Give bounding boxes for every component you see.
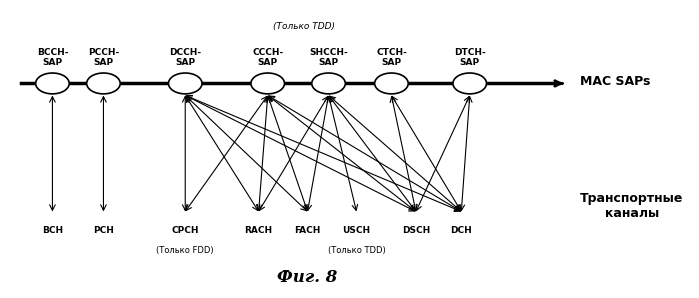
Text: DCH: DCH bbox=[450, 226, 473, 235]
Text: DTCH-
SAP: DTCH- SAP bbox=[454, 48, 486, 67]
Text: CCCH-
SAP: CCCH- SAP bbox=[252, 48, 283, 67]
Text: Транспортные
каналы: Транспортные каналы bbox=[580, 192, 684, 220]
Text: MAC SAPs: MAC SAPs bbox=[580, 75, 651, 89]
Ellipse shape bbox=[87, 73, 120, 94]
Ellipse shape bbox=[375, 73, 408, 94]
Ellipse shape bbox=[168, 73, 202, 94]
Text: FACH: FACH bbox=[294, 226, 321, 235]
Text: SHCCH-
SAP: SHCCH- SAP bbox=[309, 48, 348, 67]
Text: (Только TDD): (Только TDD) bbox=[273, 22, 335, 31]
Text: CTCH-
SAP: CTCH- SAP bbox=[376, 48, 407, 67]
Text: DCCH-
SAP: DCCH- SAP bbox=[169, 48, 201, 67]
Text: Фиг. 8: Фиг. 8 bbox=[278, 269, 338, 286]
Text: PCCH-
SAP: PCCH- SAP bbox=[88, 48, 119, 67]
Ellipse shape bbox=[453, 73, 487, 94]
Text: CPCH: CPCH bbox=[171, 226, 199, 235]
Text: (Только FDD): (Только FDD) bbox=[157, 246, 214, 255]
Text: USCH: USCH bbox=[343, 226, 370, 235]
Text: (Только TDD): (Только TDD) bbox=[328, 246, 385, 255]
Text: DSCH: DSCH bbox=[402, 226, 430, 235]
Ellipse shape bbox=[251, 73, 284, 94]
Text: BCCH-
SAP: BCCH- SAP bbox=[36, 48, 69, 67]
Ellipse shape bbox=[36, 73, 69, 94]
Text: PCH: PCH bbox=[93, 226, 114, 235]
Text: RACH: RACH bbox=[245, 226, 273, 235]
Ellipse shape bbox=[312, 73, 345, 94]
Text: BCH: BCH bbox=[42, 226, 63, 235]
